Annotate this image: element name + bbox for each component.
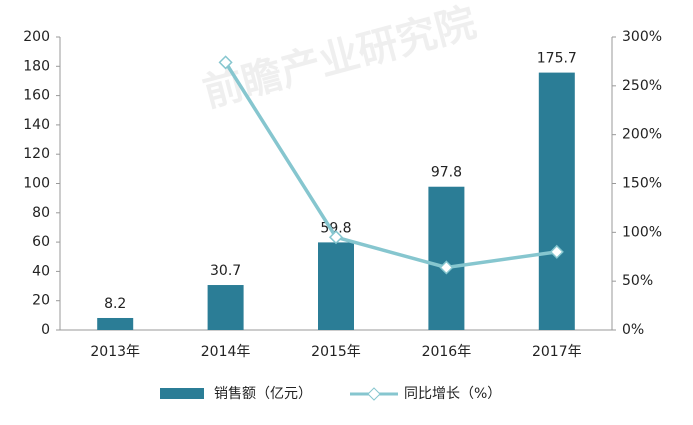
y-tick-label: 200 [23, 29, 50, 45]
y-tick-label: 100 [23, 176, 50, 192]
legend-swatch [160, 388, 204, 399]
y-tick-label: 20 [32, 293, 50, 309]
y-tick-label: 40 [32, 263, 50, 279]
y-tick-label: 0 [41, 322, 50, 338]
marker [439, 260, 454, 275]
x-tick-label: 2015年 [311, 344, 361, 360]
bar [97, 317, 134, 330]
legend-marker [367, 387, 381, 401]
y2-tick-label: 300% [622, 29, 662, 45]
y-tick-label: 160 [23, 88, 50, 104]
x-tick-label: 2016年 [422, 344, 472, 360]
marker [549, 244, 564, 259]
y-tick-label: 140 [23, 117, 50, 133]
x-tick-label: 2014年 [201, 344, 251, 360]
y2-tick-label: 100% [622, 224, 662, 240]
data-label: 175.7 [537, 51, 577, 67]
bar [428, 186, 465, 330]
y-tick-label: 60 [32, 234, 50, 250]
legend-label: 销售额（亿元） [214, 386, 312, 402]
bar [538, 72, 575, 331]
y2-tick-label: 50% [622, 273, 653, 289]
x-tick-label: 2017年 [532, 344, 582, 360]
data-label: 30.7 [210, 263, 241, 279]
y-tick-label: 120 [23, 146, 50, 162]
y-tick-label: 180 [23, 58, 50, 74]
bar [207, 285, 244, 330]
x-tick-label: 2013年 [90, 344, 140, 360]
marker [218, 55, 233, 70]
legend-label: 同比增长（%） [404, 386, 501, 402]
y2-tick-label: 150% [622, 176, 662, 192]
y2-tick-label: 250% [622, 78, 662, 94]
y2-tick-label: 0% [622, 322, 644, 338]
data-label: 97.8 [431, 165, 462, 181]
watermark: 前瞻产业研究院 [198, 0, 480, 117]
y2-tick-label: 200% [622, 127, 662, 143]
marker [328, 230, 344, 245]
data-label: 8.2 [104, 296, 126, 312]
bar [318, 242, 354, 330]
y-tick-label: 80 [32, 205, 50, 221]
line [224, 61, 558, 270]
